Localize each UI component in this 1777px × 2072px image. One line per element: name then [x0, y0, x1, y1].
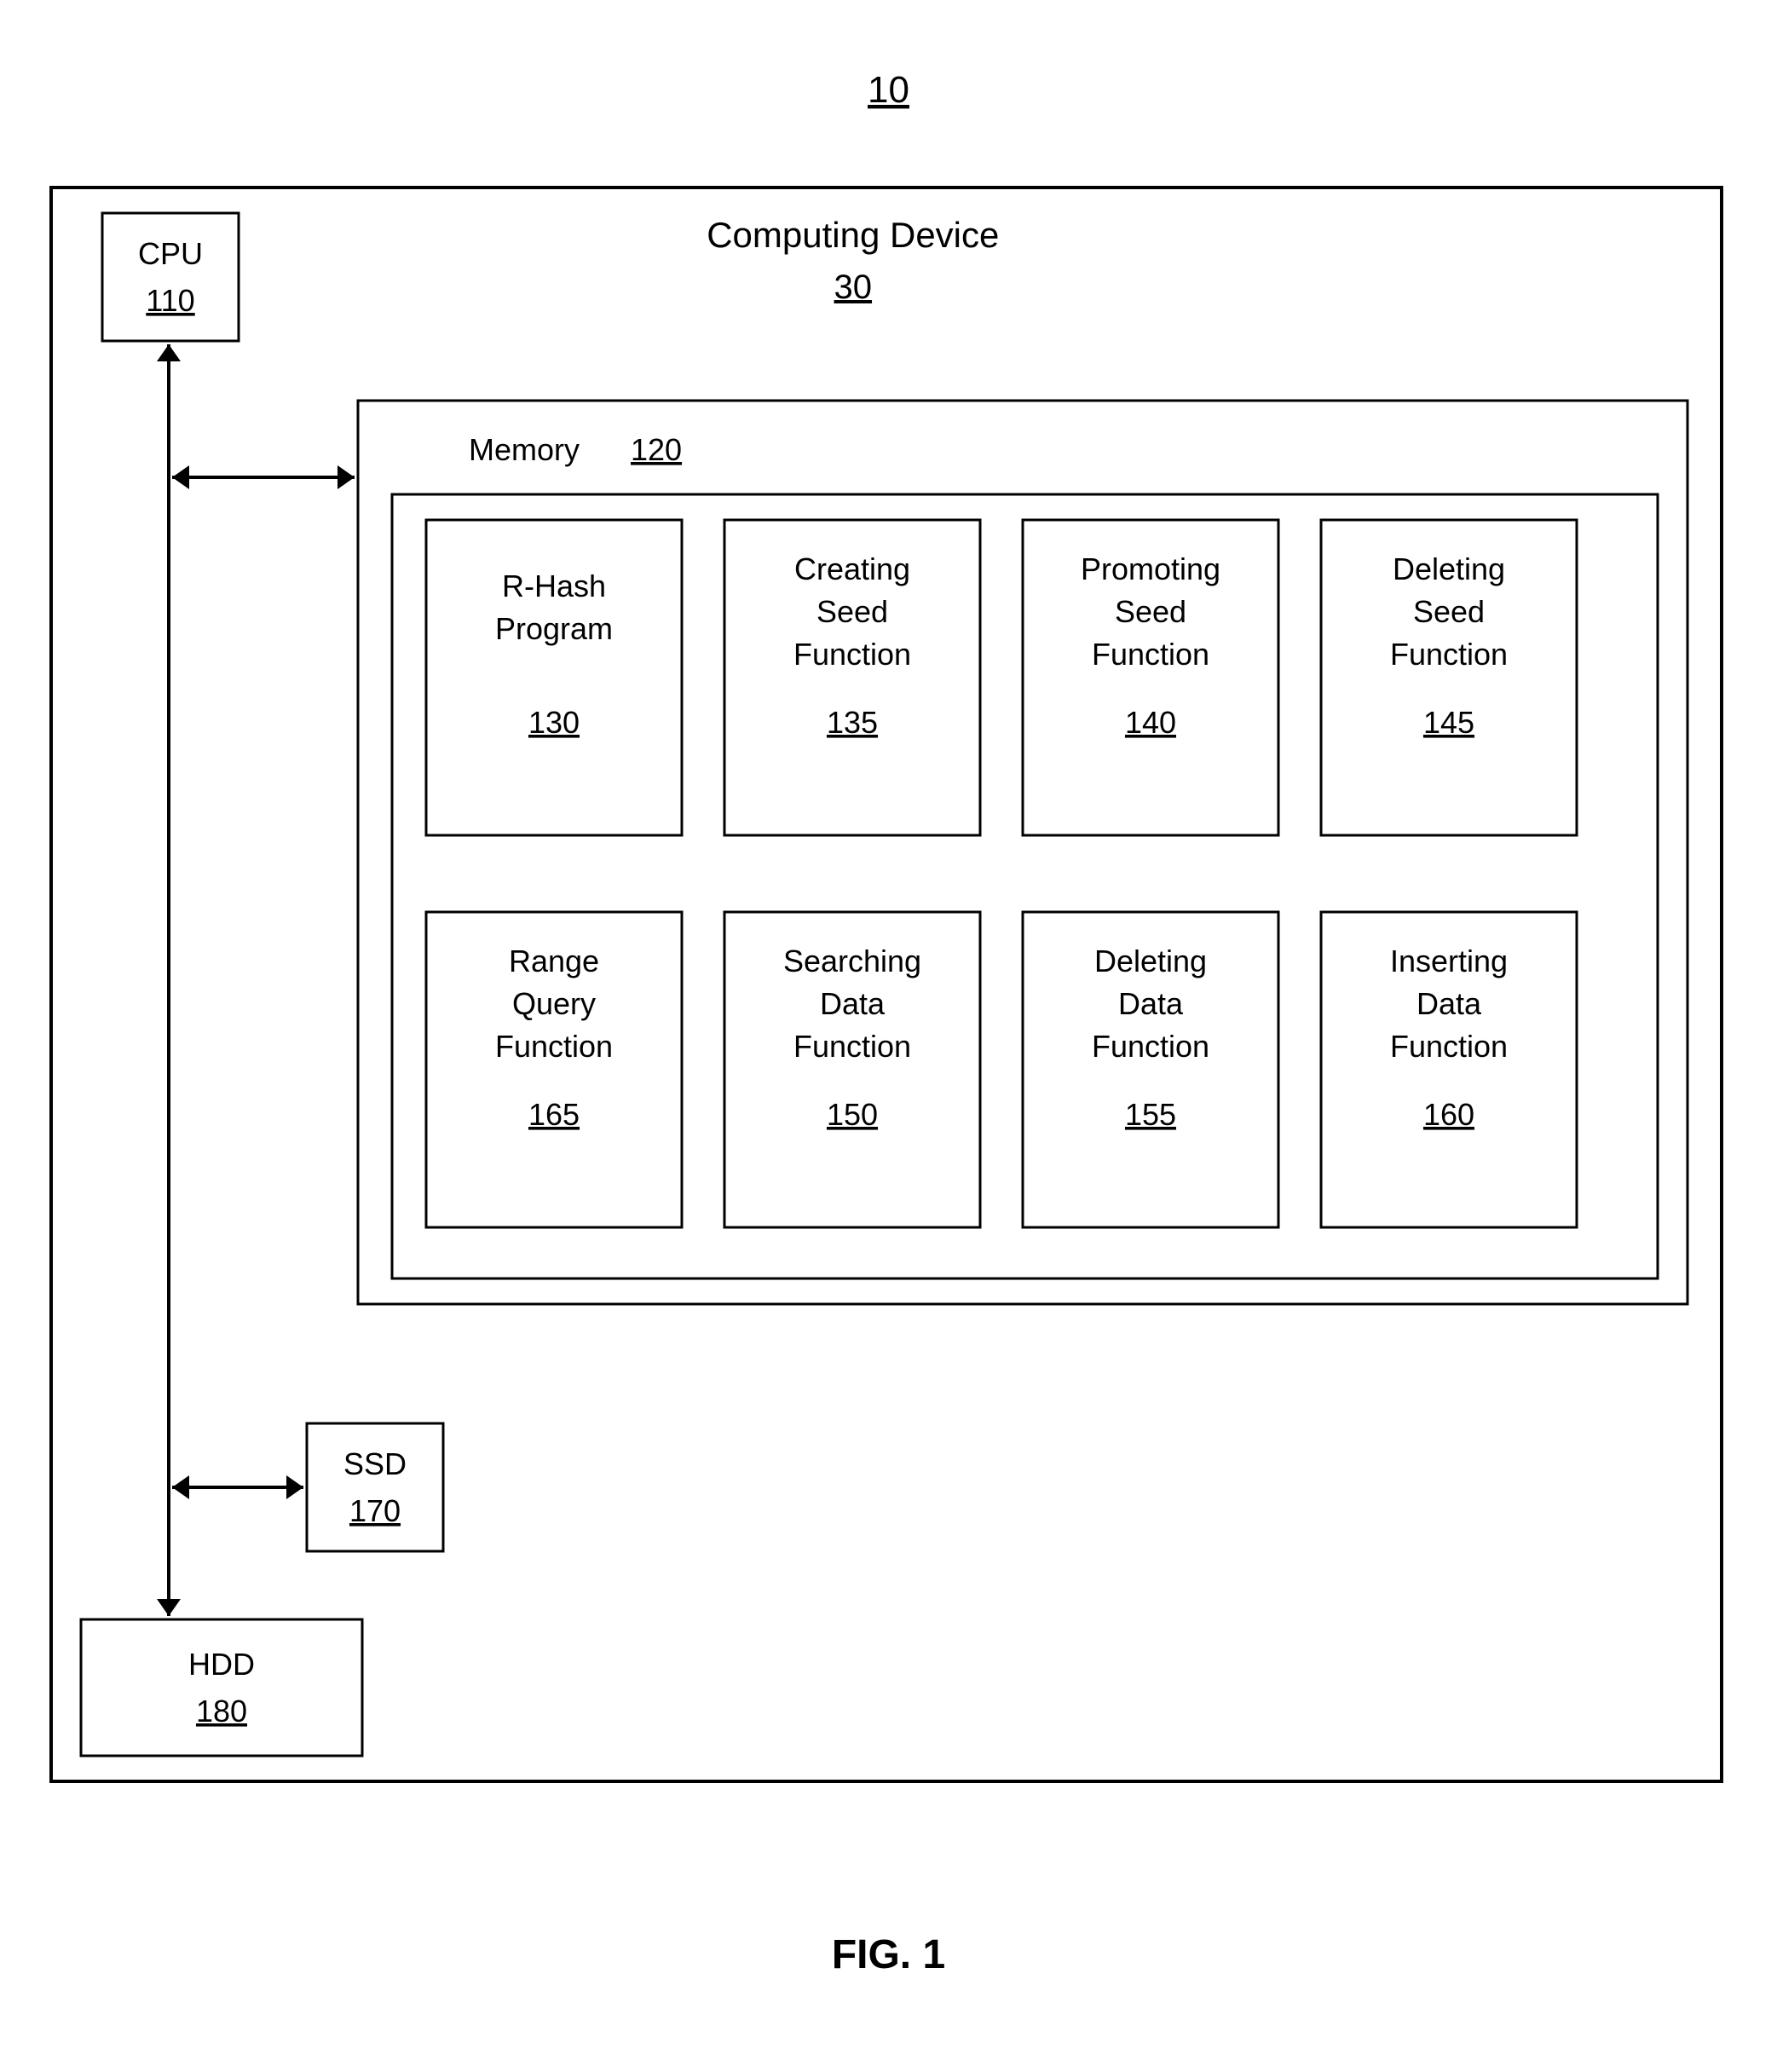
svg-text:Range: Range: [509, 944, 599, 978]
svg-text:CPU: CPU: [138, 236, 203, 271]
svg-text:Seed: Seed: [1413, 594, 1485, 629]
svg-text:Searching: Searching: [783, 944, 921, 978]
svg-text:Seed: Seed: [1115, 594, 1186, 629]
svg-text:130: 130: [528, 705, 580, 740]
svg-text:Query: Query: [512, 986, 596, 1021]
svg-text:Function: Function: [1092, 637, 1209, 672]
svg-text:Function: Function: [1390, 1029, 1508, 1064]
svg-text:170: 170: [349, 1493, 401, 1528]
svg-text:Function: Function: [1390, 637, 1508, 672]
svg-text:Data: Data: [1416, 986, 1482, 1021]
svg-text:120: 120: [631, 432, 682, 467]
svg-text:Inserting: Inserting: [1390, 944, 1508, 978]
svg-text:30: 30: [834, 268, 873, 306]
svg-text:165: 165: [528, 1097, 580, 1132]
svg-text:140: 140: [1125, 705, 1176, 740]
figure-caption-text: FIG. 1: [832, 1932, 945, 1977]
svg-text:Deleting: Deleting: [1094, 944, 1207, 978]
svg-text:Data: Data: [820, 986, 886, 1021]
svg-text:Function: Function: [793, 1029, 911, 1064]
svg-text:Memory: Memory: [469, 432, 580, 467]
svg-text:10: 10: [868, 69, 909, 111]
svg-text:SSD: SSD: [343, 1446, 407, 1481]
svg-text:Function: Function: [495, 1029, 613, 1064]
svg-text:Creating: Creating: [794, 551, 910, 586]
svg-text:110: 110: [146, 283, 194, 318]
svg-text:Deleting: Deleting: [1393, 551, 1505, 586]
svg-text:Promoting: Promoting: [1081, 551, 1220, 586]
svg-text:160: 160: [1423, 1097, 1474, 1132]
svg-text:Computing Device: Computing Device: [707, 215, 999, 255]
svg-text:HDD: HDD: [188, 1647, 255, 1682]
svg-text:150: 150: [827, 1097, 878, 1132]
svg-text:180: 180: [196, 1694, 247, 1729]
svg-text:R-Hash: R-Hash: [502, 569, 606, 603]
block-diagram: 10 Computing Device 30 CPU 110 Memory 120 R-Has…: [0, 0, 1777, 1902]
figure-caption: FIG. 1: [0, 1931, 1777, 1978]
svg-text:Program: Program: [495, 611, 613, 646]
svg-text:Function: Function: [1092, 1029, 1209, 1064]
svg-text:Data: Data: [1118, 986, 1184, 1021]
svg-text:Function: Function: [793, 637, 911, 672]
svg-text:Seed: Seed: [816, 594, 888, 629]
svg-text:155: 155: [1125, 1097, 1176, 1132]
svg-text:145: 145: [1423, 705, 1474, 740]
svg-text:135: 135: [827, 705, 878, 740]
